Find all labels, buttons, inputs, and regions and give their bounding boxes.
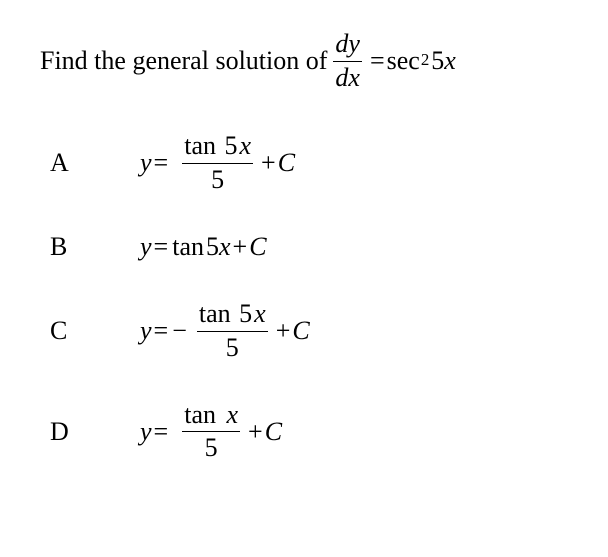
derivative-denominator: dx bbox=[333, 64, 362, 93]
equals-sign: = bbox=[154, 148, 169, 178]
option-formula: y = tan 5x + C bbox=[140, 232, 267, 262]
equals-sign: = bbox=[154, 417, 169, 447]
option-letter: A bbox=[50, 148, 140, 178]
option-c: C y = − tan 5x 5 + C bbox=[50, 300, 568, 362]
rhs-coeff: 5 bbox=[431, 44, 444, 78]
answer-options: A y = tan 5x 5 + C B y bbox=[50, 132, 568, 463]
denominator: 5 bbox=[209, 166, 226, 195]
denominator: 5 bbox=[203, 434, 220, 463]
num-func: tan bbox=[184, 131, 216, 160]
y-var: y bbox=[140, 148, 152, 178]
sign: − bbox=[172, 316, 187, 346]
question-prompt: Find the general solution of dy dx = sec… bbox=[40, 30, 568, 92]
fraction-bar bbox=[197, 331, 268, 332]
constant: C bbox=[249, 232, 266, 262]
fraction-bar bbox=[333, 61, 362, 62]
fraction-bar bbox=[182, 431, 240, 432]
constant: C bbox=[265, 417, 282, 447]
numerator: tan 5x bbox=[197, 300, 268, 329]
fraction-bar bbox=[182, 163, 253, 164]
num-var: x bbox=[239, 131, 251, 160]
denominator: 5 bbox=[224, 334, 241, 363]
question-lead-text: Find the general solution of bbox=[40, 44, 327, 78]
derivative-fraction: dy dx bbox=[333, 30, 362, 92]
equals-sign: = bbox=[154, 232, 169, 262]
numerator: tan 5x bbox=[182, 132, 253, 161]
num-coeff: 5 bbox=[239, 299, 252, 328]
y-var: y bbox=[140, 232, 152, 262]
plus-sign: + bbox=[276, 316, 291, 346]
option-d: D y = tan x 5 + C bbox=[50, 401, 568, 463]
num-var: x bbox=[254, 299, 266, 328]
fraction: tan x 5 bbox=[182, 401, 240, 463]
num-func: tan bbox=[184, 400, 216, 429]
num-func: tan bbox=[199, 299, 231, 328]
constant: C bbox=[278, 148, 295, 178]
numerator: tan x bbox=[182, 401, 240, 430]
equals-sign: = bbox=[370, 44, 385, 78]
option-letter: D bbox=[50, 417, 140, 447]
rhs-exponent: 2 bbox=[421, 49, 429, 71]
y-var: y bbox=[140, 417, 152, 447]
func: tan bbox=[172, 232, 204, 262]
rhs-func: sec bbox=[387, 44, 420, 78]
math-question-page: Find the general solution of dy dx = sec… bbox=[0, 0, 608, 531]
plus-sign: + bbox=[248, 417, 263, 447]
fraction: tan 5x 5 bbox=[182, 132, 253, 194]
var: x bbox=[219, 232, 231, 262]
plus-sign: + bbox=[261, 148, 276, 178]
fraction: tan 5x 5 bbox=[197, 300, 268, 362]
equals-sign: = bbox=[154, 316, 169, 346]
num-coeff: 5 bbox=[224, 131, 237, 160]
question-rhs: = sec 2 5 x bbox=[368, 44, 456, 78]
option-b: B y = tan 5x + C bbox=[50, 232, 568, 262]
coeff: 5 bbox=[206, 232, 219, 262]
option-formula: y = tan x 5 + C bbox=[140, 401, 282, 463]
derivative-numerator: dy bbox=[333, 30, 362, 59]
option-letter: C bbox=[50, 316, 140, 346]
y-var: y bbox=[140, 316, 152, 346]
plus-sign: + bbox=[233, 232, 248, 262]
option-letter: B bbox=[50, 232, 140, 262]
num-var: x bbox=[226, 400, 238, 429]
option-formula: y = tan 5x 5 + C bbox=[140, 132, 295, 194]
option-formula: y = − tan 5x 5 + C bbox=[140, 300, 310, 362]
option-a: A y = tan 5x 5 + C bbox=[50, 132, 568, 194]
rhs-var: x bbox=[444, 44, 456, 78]
constant: C bbox=[292, 316, 309, 346]
